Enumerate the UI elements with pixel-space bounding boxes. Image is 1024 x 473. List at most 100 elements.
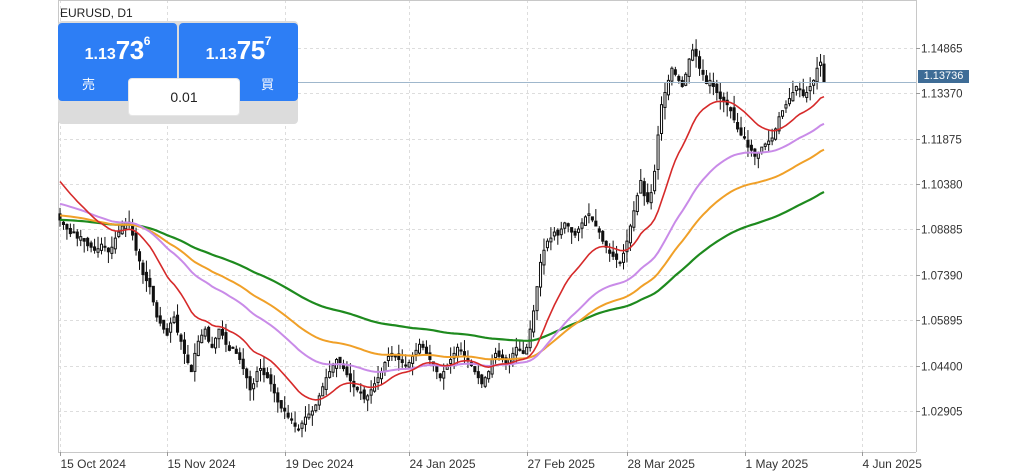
candle-body [331,365,335,373]
candle-body [86,237,90,247]
candle-body [698,56,702,69]
candle-body [701,69,705,75]
candle-body [577,228,581,233]
candle-body [715,83,719,94]
x-axis: 15 Oct 2024 15 Nov 2024 19 Dec 2024 24 Jan … [60,452,922,471]
candle-body [369,389,373,396]
y-tick-label: 1.11875 [921,135,962,147]
candle-body [386,355,390,362]
candle-body [805,92,809,98]
candle-body [338,356,342,364]
candle-body [736,122,740,130]
candle-body [452,352,456,359]
candle-body [476,371,480,379]
y-tick-label: 1.10380 [921,180,963,192]
candle-body [93,246,97,251]
buy-price-big: 75 [236,35,265,65]
candle-body [552,231,556,237]
candle-body [746,139,750,148]
candle-body [165,328,169,336]
current-price-tag: 1.13736 [918,70,969,83]
candle-body [407,362,411,368]
candle-body [141,262,145,276]
candle-body [777,116,781,132]
candle-body [639,179,643,194]
candle-body [65,223,69,230]
candle-body [421,343,425,348]
volume-input[interactable]: 0.01 [129,79,239,115]
candle-body [456,346,460,357]
candle-body [400,359,404,364]
candle-body [151,285,155,303]
buy-price: 1.13757 [179,35,298,65]
candle-body [656,134,660,171]
y-tick-label: 1.07390 [921,271,963,283]
candle-body [103,245,107,248]
y-tick-label: 1.13370 [921,89,963,101]
candle-body [310,410,314,416]
candle-body [241,358,245,370]
x-tick-label: 1 May 2025 [746,457,809,471]
candle-body [677,75,681,81]
candle-body [597,228,601,233]
candle-body [653,170,657,192]
candle-body [428,352,432,360]
candle-body [113,237,117,250]
candle-body [117,231,121,238]
candle-body [252,383,256,390]
candle-body [210,343,214,348]
candle-body [449,358,453,364]
candle-body [590,216,594,221]
candle-body [649,192,653,204]
candle-body [411,355,415,364]
candle-body [466,358,470,361]
candle-body [687,58,691,77]
candle-body [483,377,487,387]
x-tick-label: 24 Jan 2025 [410,457,476,471]
sell-price-prefix: 1.13 [84,46,116,63]
candle-body [193,352,197,372]
candle-body [442,371,446,379]
candle-body [732,107,736,121]
candle-body [601,230,605,242]
candle-body [393,355,397,358]
buy-label: 買 [260,77,274,92]
candle-body [780,110,785,117]
candle-body [618,261,622,264]
candle-body [819,61,823,66]
candle-body [611,251,615,257]
candle-body [511,352,515,363]
candle-body [234,348,238,354]
candle-body [144,271,148,282]
ma-green-line [59,191,825,342]
candle-body [272,383,276,394]
candle-body [791,92,795,102]
candle-body [189,364,193,373]
candle-body [570,227,574,233]
candle-body [521,350,525,354]
candle-body [355,386,359,391]
candle-body [684,73,688,86]
candle-body [75,231,79,239]
candle-body [794,85,798,92]
candle-body [82,238,86,242]
candle-body [621,252,626,263]
candle-body [808,85,812,92]
candle-body [404,364,408,367]
candle-body [179,334,183,342]
candle-body [238,352,242,360]
candle-body [248,376,252,391]
candle-body [307,413,311,419]
candle-body [635,195,639,213]
candle-body [366,395,370,401]
y-axis: 1.14865 1.13370 1.11875 1.10380 1.08885 1.073… [916,44,963,419]
candle-body [587,213,591,216]
candle-body [729,107,733,112]
candle-body [245,368,249,379]
candle-body [532,310,536,333]
candle-body [580,222,584,229]
x-tick-label: 28 Mar 2025 [628,457,696,471]
candle-body [480,374,484,385]
candle-body [324,377,328,390]
